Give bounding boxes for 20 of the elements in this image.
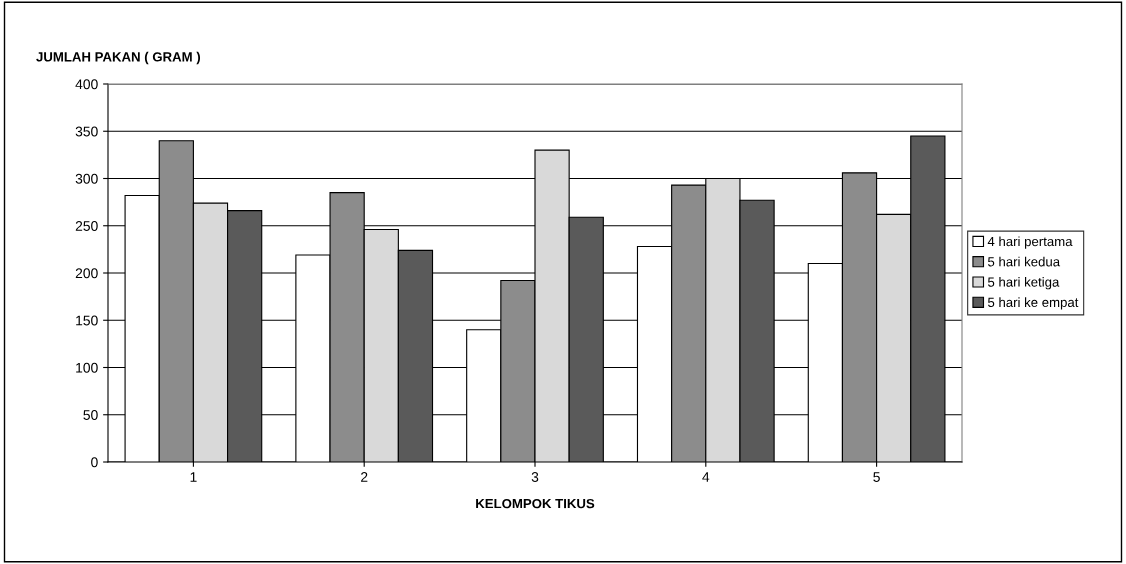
y-tick-label: 0 (91, 457, 98, 468)
x-tick-label: 4 (702, 472, 710, 482)
x-tick-label: 3 (531, 472, 539, 482)
legend-label: 5 hari ke empat (987, 297, 1079, 310)
y-tick-label: 50 (83, 410, 98, 420)
legend-label: 5 hari ketiga (987, 277, 1060, 290)
y-tick-label: 250 (75, 221, 98, 231)
legend-label: 4 hari pertama (987, 236, 1073, 249)
y-tick-label: 200 (75, 268, 98, 279)
chart-title: JUMLAH PAKAN ( GRAM ) (36, 51, 201, 65)
x-tick-label: 5 (873, 472, 880, 482)
y-tick-label: 100 (76, 362, 98, 373)
y-tick-label: 350 (75, 126, 98, 137)
x-tick-label: 2 (361, 472, 368, 482)
x-tick-label: 1 (190, 472, 197, 482)
x-axis-title: KELOMPOK TIKUS (476, 498, 595, 509)
y-tick-label: 400 (75, 79, 98, 90)
y-tick-label: 150 (76, 315, 98, 326)
y-tick-label: 300 (75, 173, 98, 184)
legend-label: 5 hari kedua (987, 256, 1061, 267)
